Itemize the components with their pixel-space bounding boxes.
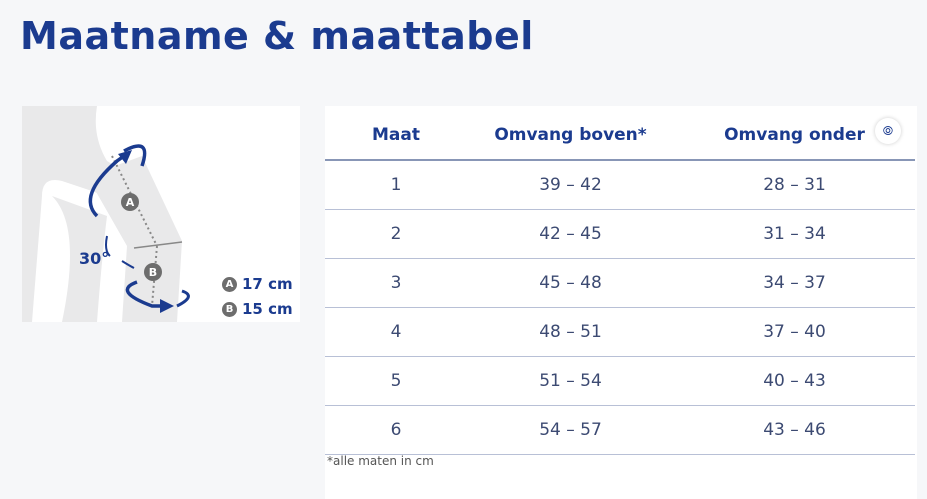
svg-text:B: B xyxy=(149,266,157,279)
table-row: 2 42 – 45 31 – 34 xyxy=(325,209,915,259)
table-cell: 28 – 31 xyxy=(674,160,915,210)
table-cell: 40 – 43 xyxy=(674,356,915,406)
table-cell: 34 – 37 xyxy=(674,258,915,308)
table-cell: 45 – 48 xyxy=(467,258,674,308)
legend-a: A 17 cm xyxy=(222,275,293,293)
angle-label: 30° xyxy=(79,249,109,268)
marker-b-icon: B xyxy=(222,301,237,317)
table-cell: 54 – 57 xyxy=(467,405,674,455)
table-cell: 5 xyxy=(325,356,467,406)
table-cell: 2 xyxy=(325,209,467,259)
table-cell: 48 – 51 xyxy=(467,307,674,357)
marker-a-icon: A xyxy=(222,276,237,292)
table-cell: 6 xyxy=(325,405,467,455)
table-row: 5 51 – 54 40 – 43 xyxy=(325,356,915,406)
table-cell: 37 – 40 xyxy=(674,307,915,357)
footnote: *alle maten in cm xyxy=(327,454,434,468)
table-cell: 4 xyxy=(325,307,467,357)
header-omvang-boven: Omvang boven* xyxy=(467,110,674,161)
table-row: 4 48 – 51 37 – 40 xyxy=(325,307,915,357)
scan-icon[interactable]: ⦾ xyxy=(875,118,901,144)
table-cell: 3 xyxy=(325,258,467,308)
table-cell: 1 xyxy=(325,160,467,210)
size-table-panel: Maat Omvang boven* Omvang onder 1 39 – 42… xyxy=(325,106,917,499)
table-cell: 51 – 54 xyxy=(467,356,674,406)
legend-b: B 15 cm xyxy=(222,300,293,318)
table-cell: 42 – 45 xyxy=(467,209,674,259)
table-header: Maat Omvang boven* Omvang onder xyxy=(325,110,915,161)
page-title: Maatname & maattabel xyxy=(20,14,534,58)
header-maat: Maat xyxy=(325,110,467,161)
table-cell: 31 – 34 xyxy=(674,209,915,259)
table-row: 3 45 – 48 34 – 37 xyxy=(325,258,915,308)
table-row: 1 39 – 42 28 – 31 xyxy=(325,160,915,210)
table-cell: 43 – 46 xyxy=(674,405,915,455)
knee-illustration: A B 30° xyxy=(22,106,190,322)
knee-measurement-diagram: A B 30° xyxy=(22,106,300,322)
measure-a: 17 cm xyxy=(242,275,293,293)
size-table: Maat Omvang boven* Omvang onder 1 39 – 42… xyxy=(325,110,915,455)
table-cell: 39 – 42 xyxy=(467,160,674,210)
header-omvang-onder: Omvang onder xyxy=(674,110,915,161)
svg-text:A: A xyxy=(126,196,135,209)
measure-b: 15 cm xyxy=(242,300,293,318)
table-row: 6 54 – 57 43 – 46 xyxy=(325,405,915,455)
